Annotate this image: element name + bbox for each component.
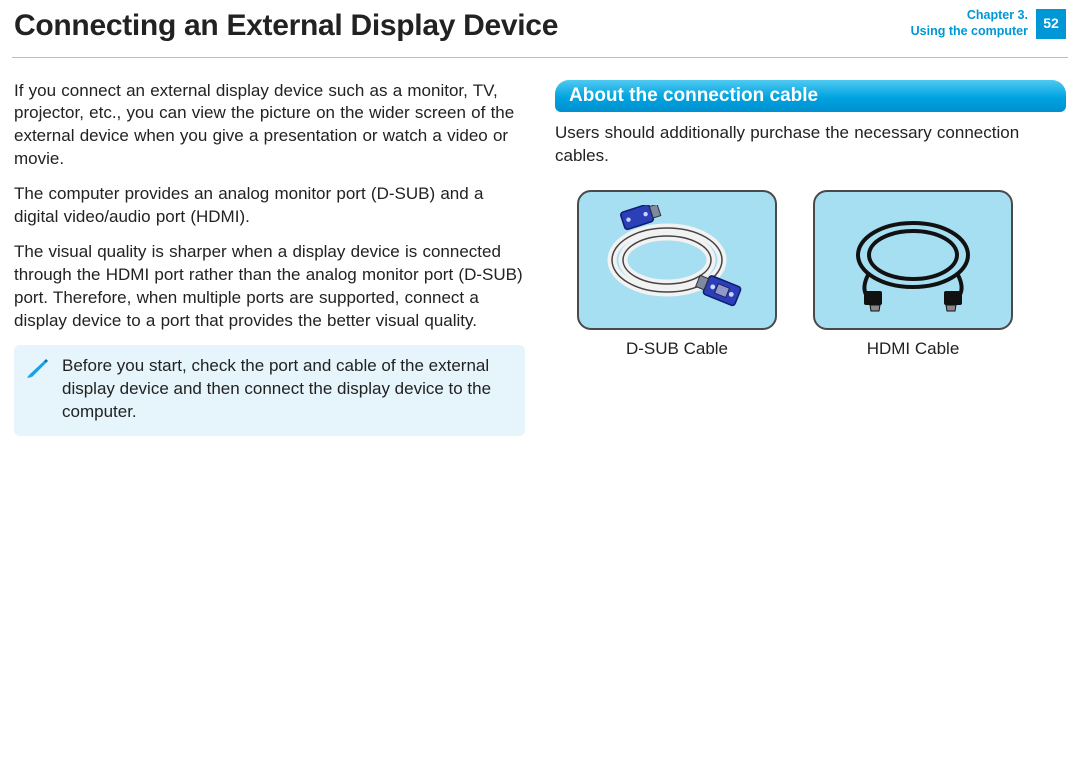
chapter-info: Chapter 3. Using the computer — [911, 8, 1028, 39]
right-column: About the connection cable Users should … — [555, 80, 1066, 436]
left-column: If you connect an external display devic… — [14, 80, 525, 436]
intro-paragraph-1: If you connect an external display devic… — [14, 80, 525, 172]
intro-paragraph-2: The computer provides an analog monitor … — [14, 183, 525, 229]
dsub-cable-illustration — [577, 190, 777, 330]
cable-row: D-SUB Cable — [555, 190, 1066, 361]
chapter-label: Chapter 3. — [911, 8, 1028, 24]
dsub-cable-label: D-SUB Cable — [577, 338, 777, 361]
header-meta: Chapter 3. Using the computer 52 — [911, 8, 1066, 39]
hdmi-cable-label: HDMI Cable — [813, 338, 1013, 361]
dsub-cable-item: D-SUB Cable — [577, 190, 777, 361]
page-title: Connecting an External Display Device — [14, 6, 911, 47]
section-heading: About the connection cable — [555, 80, 1066, 113]
note-icon — [26, 357, 52, 386]
hdmi-cable-illustration — [813, 190, 1013, 330]
note-text: Before you start, check the port and cab… — [62, 355, 513, 424]
section-intro: Users should additionally purchase the n… — [555, 122, 1066, 168]
section-label: Using the computer — [911, 24, 1028, 40]
hdmi-cable-item: HDMI Cable — [813, 190, 1013, 361]
note-box: Before you start, check the port and cab… — [14, 345, 525, 436]
page-number-badge: 52 — [1036, 9, 1066, 39]
intro-paragraph-3: The visual quality is sharper when a dis… — [14, 241, 525, 333]
